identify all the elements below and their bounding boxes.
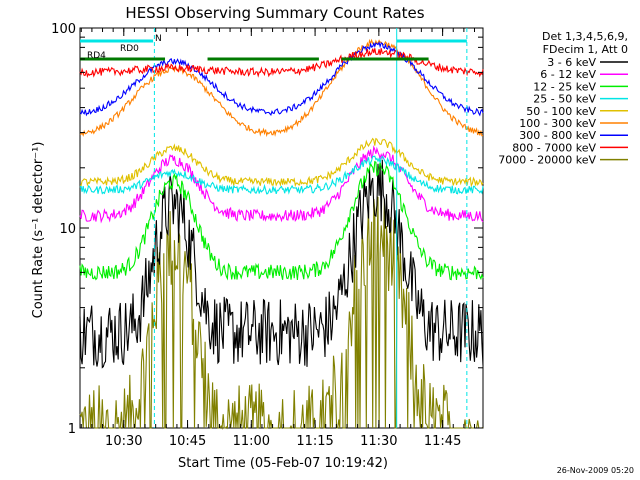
series-marks (79, 38, 484, 431)
legend-label: 300 - 800 keV (519, 129, 596, 142)
legend-header-line-1: Det 1,3,4,5,6,9, (542, 30, 628, 43)
flag-label-n: N (155, 34, 162, 44)
series-25-50-kevline (79, 155, 484, 195)
legend-label: 12 - 25 keV (533, 80, 596, 93)
y-axis-label: Count Rate (s⁻¹ detector⁻¹) (31, 142, 46, 319)
series-50-100-kevline (79, 137, 484, 188)
vertical-markers (153, 28, 468, 428)
y-tick-label: 100 (51, 22, 76, 37)
legend-label: 25 - 50 keV (533, 93, 596, 106)
y-axis: 1 10 100 (51, 22, 483, 437)
flag-bars: RD0 RD4 N (80, 34, 467, 61)
x-tick-label: 11:45 (424, 434, 461, 449)
legend: Det 1,3,4,5,6,9, FDecim 1, Att 0 3 - 6 k… (498, 30, 628, 167)
legend-label: 800 - 7000 keV (512, 141, 596, 154)
x-tick-label: 10:45 (169, 434, 206, 449)
legend-label: 7000 - 20000 keV (498, 154, 596, 167)
flag-label-rd0: RD0 (120, 44, 139, 54)
flag-label-rd4: RD4 (87, 51, 106, 61)
y-tick-label: 10 (59, 222, 76, 237)
legend-label: 6 - 12 keV (540, 68, 596, 81)
x-tick-label: 11:30 (360, 434, 397, 449)
x-axis: 10:30 10:45 11:00 11:15 11:30 11:45 (80, 28, 475, 449)
x-tick-label: 11:00 (233, 434, 270, 449)
series-100-300-kevline (79, 38, 484, 138)
footer-timestamp: 26-Nov-2009 05:20 (557, 466, 634, 475)
legend-label: 50 - 100 keV (526, 105, 596, 118)
x-tick-label: 11:15 (296, 434, 333, 449)
x-axis-label: Start Time (05-Feb-07 10:19:42) (178, 456, 388, 471)
series-300-800-kevline (79, 40, 484, 117)
legend-label: 100 - 300 keV (519, 117, 596, 130)
chart-title: HESSI Observing Summary Count Rates (125, 4, 424, 22)
legend-header-line-2: FDecim 1, Att 0 (543, 43, 628, 56)
series-12-25-kevline (79, 160, 484, 281)
series-800-7000-kevline (79, 48, 484, 78)
y-tick-label: 1 (68, 422, 76, 437)
series-7000-20000-kevline (79, 196, 484, 431)
series-6-12-kevline (79, 145, 484, 224)
series-3-6-kevline (79, 159, 484, 369)
legend-label: 3 - 6 keV (547, 56, 596, 69)
x-tick-label: 10:30 (105, 434, 142, 449)
